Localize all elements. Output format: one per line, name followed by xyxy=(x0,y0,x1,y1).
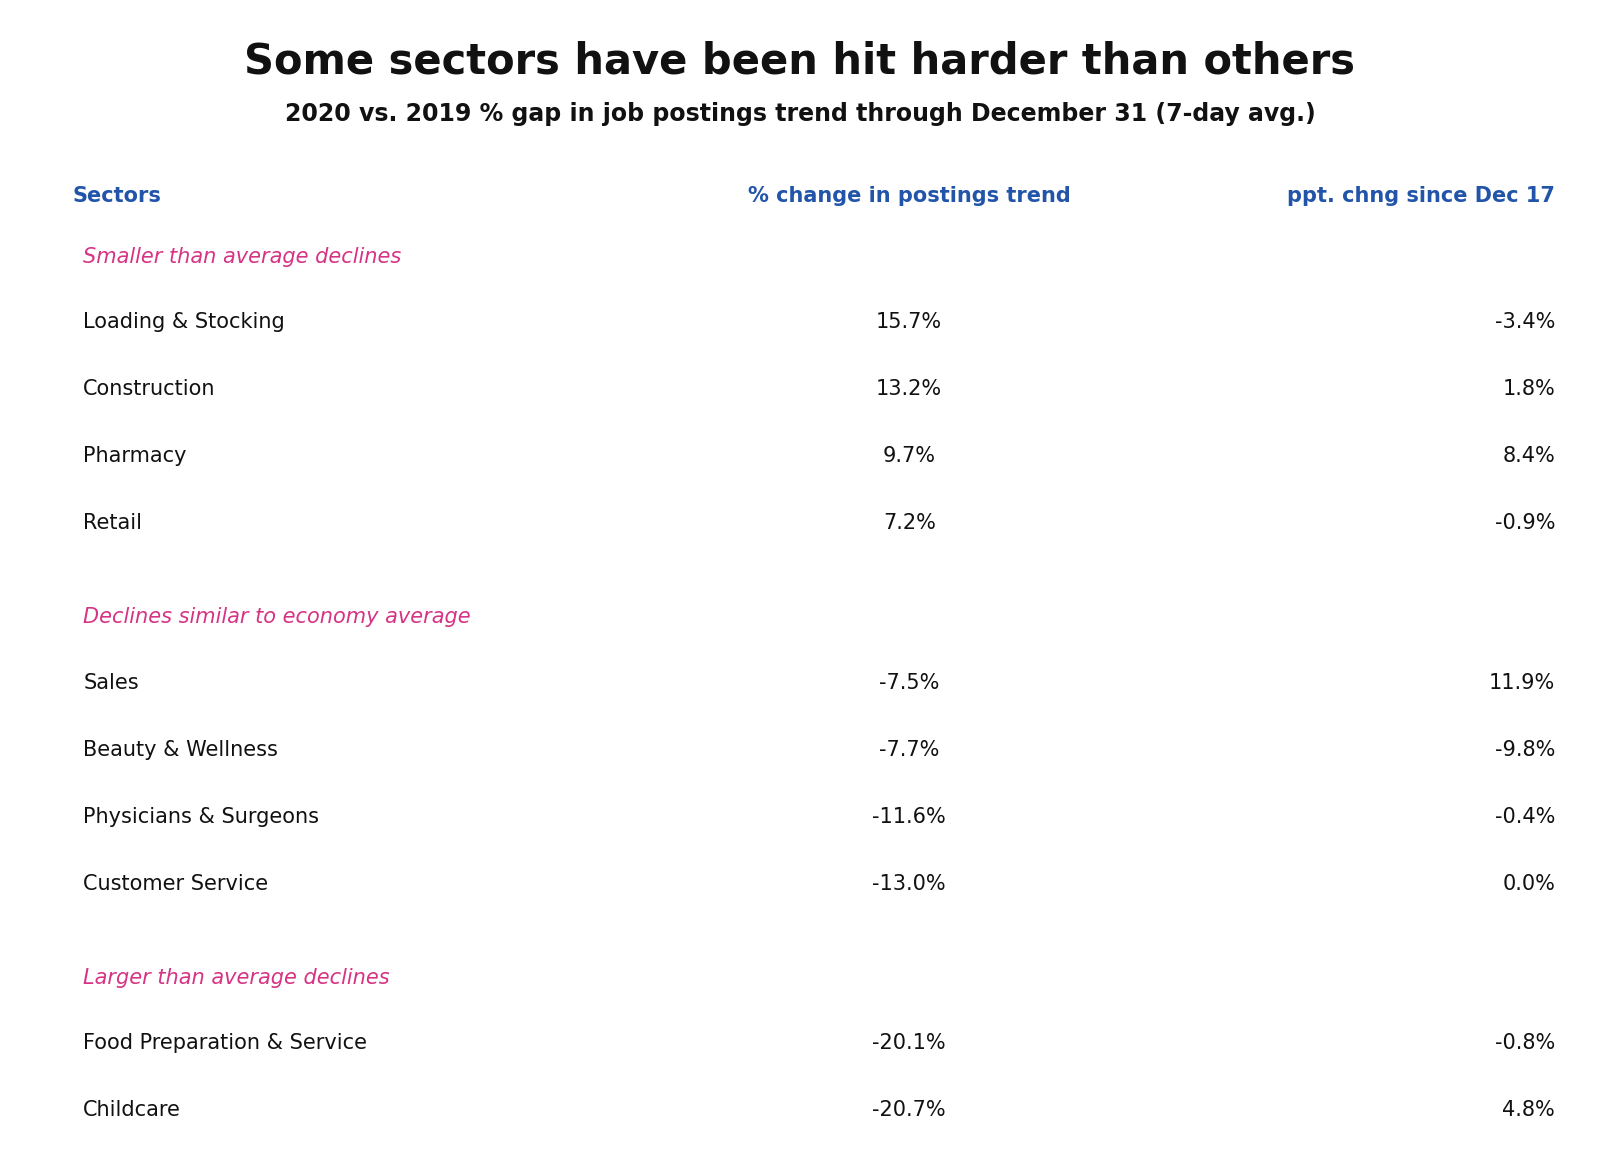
Text: Smaller than average declines: Smaller than average declines xyxy=(83,247,402,267)
Text: 15.7%: 15.7% xyxy=(877,312,942,333)
Text: 7.2%: 7.2% xyxy=(883,513,936,534)
Text: 0.0%: 0.0% xyxy=(1502,873,1555,894)
Text: -3.4%: -3.4% xyxy=(1494,312,1555,333)
Text: Pharmacy: Pharmacy xyxy=(83,446,187,467)
Text: 1.8%: 1.8% xyxy=(1502,379,1555,400)
Text: 4.8%: 4.8% xyxy=(1502,1100,1555,1120)
Text: -0.4%: -0.4% xyxy=(1494,806,1555,827)
Text: Declines similar to economy average: Declines similar to economy average xyxy=(83,608,470,627)
Text: Childcare: Childcare xyxy=(83,1100,181,1120)
Text: -7.7%: -7.7% xyxy=(878,739,939,760)
Text: -7.5%: -7.5% xyxy=(878,672,939,693)
Text: 2020 vs. 2019 % gap in job postings trend through December 31 (7-day avg.): 2020 vs. 2019 % gap in job postings tren… xyxy=(285,102,1315,126)
Text: Customer Service: Customer Service xyxy=(83,873,269,894)
Text: Construction: Construction xyxy=(83,379,216,400)
Text: Beauty & Wellness: Beauty & Wellness xyxy=(83,739,278,760)
Text: Loading & Stocking: Loading & Stocking xyxy=(83,312,285,333)
Text: Retail: Retail xyxy=(83,513,142,534)
Text: Sectors: Sectors xyxy=(72,186,162,206)
Text: 11.9%: 11.9% xyxy=(1490,672,1555,693)
Text: -0.8%: -0.8% xyxy=(1494,1033,1555,1053)
Text: -9.8%: -9.8% xyxy=(1494,739,1555,760)
Text: Sales: Sales xyxy=(83,672,139,693)
Text: -11.6%: -11.6% xyxy=(872,806,946,827)
Text: 8.4%: 8.4% xyxy=(1502,446,1555,467)
Text: % change in postings trend: % change in postings trend xyxy=(747,186,1070,206)
Text: Some sectors have been hit harder than others: Some sectors have been hit harder than o… xyxy=(245,40,1355,82)
Text: -13.0%: -13.0% xyxy=(872,873,946,894)
Text: 9.7%: 9.7% xyxy=(883,446,936,467)
Text: -20.7%: -20.7% xyxy=(872,1100,946,1120)
Text: Larger than average declines: Larger than average declines xyxy=(83,968,390,988)
Text: Food Preparation & Service: Food Preparation & Service xyxy=(83,1033,368,1053)
Text: Physicians & Surgeons: Physicians & Surgeons xyxy=(83,806,320,827)
Text: -0.9%: -0.9% xyxy=(1494,513,1555,534)
Text: 13.2%: 13.2% xyxy=(877,379,942,400)
Text: -20.1%: -20.1% xyxy=(872,1033,946,1053)
Text: ppt. chng since Dec 17: ppt. chng since Dec 17 xyxy=(1288,186,1555,206)
